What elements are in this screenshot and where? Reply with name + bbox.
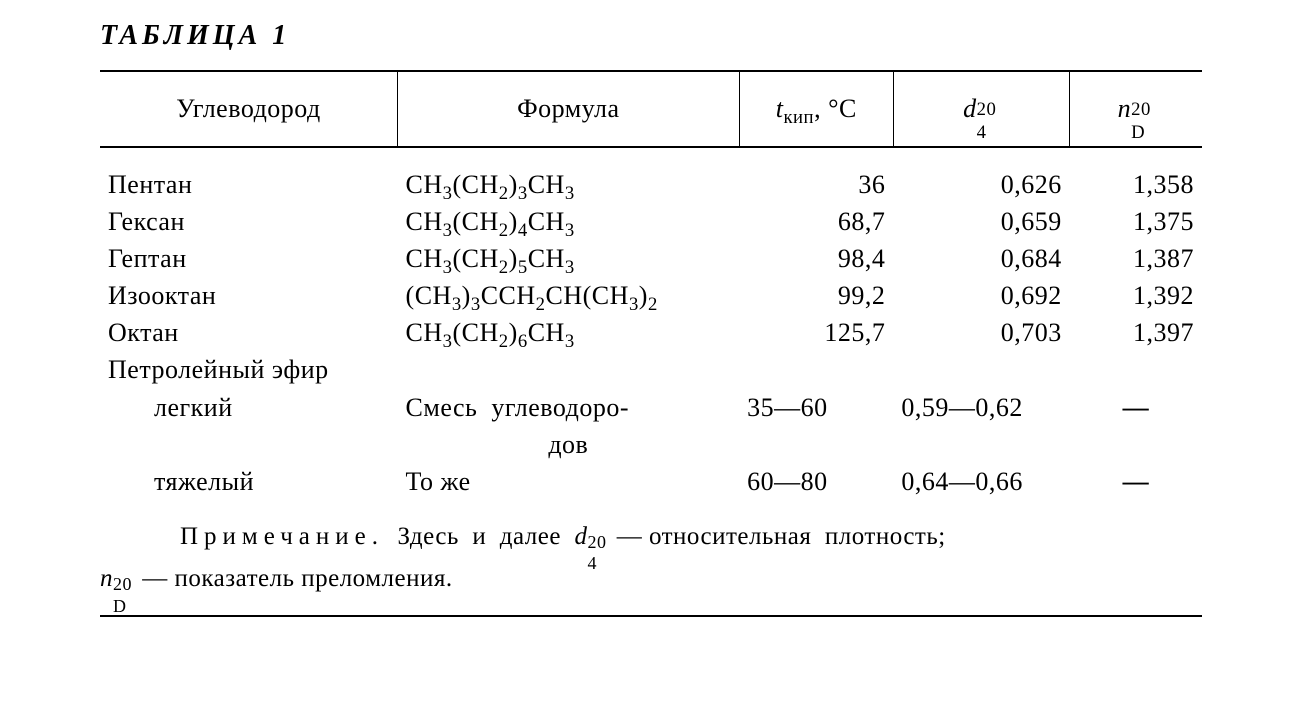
header-t-unit: , °C <box>814 94 857 123</box>
cell-density: 0,703 <box>893 314 1069 351</box>
table-row: ОктанCH3(CH2)6CH3125,70,7031,397 <box>100 314 1202 351</box>
cell-boiling-point: 125,7 <box>739 314 893 351</box>
table-row-continuation: дов <box>100 426 1202 463</box>
col-header-refractive-index: n20D <box>1070 71 1202 147</box>
cell-formula: CH3(CH2)4CH3 <box>398 203 740 240</box>
cell-name: Октан <box>100 314 398 351</box>
header-n-sup: 20 <box>1131 99 1151 121</box>
cell-density: 0,692 <box>893 277 1069 314</box>
header-d-sup: 20 <box>977 99 997 121</box>
col-header-density: d204 <box>893 71 1069 147</box>
cell-formula: CH3(CH2)5CH3 <box>398 240 740 277</box>
note-text-1: Здесь и далее <box>384 523 574 550</box>
cell-boiling-point: 99,2 <box>739 277 893 314</box>
note-lead: Примечание. <box>180 523 384 550</box>
cell-empty <box>100 426 398 463</box>
note-text-3: — показатель преломления. <box>136 565 453 592</box>
cell-name: Гептан <box>100 240 398 277</box>
note-n-sub: D <box>113 591 127 622</box>
cell-refractive-index: 1,392 <box>1070 277 1202 314</box>
table-row: ПентанCH3(CH2)3CH3360,6261,358 <box>100 166 1202 203</box>
table-row: ГексанCH3(CH2)4CH368,70,6591,375 <box>100 203 1202 240</box>
note-text-2: — относительная плотность; <box>610 523 946 550</box>
table-header-row: Углеводород Формула tкип, °C d204 n20D <box>100 71 1202 147</box>
cell-boiling-point: 98,4 <box>739 240 893 277</box>
cell-formula: Смесь углеводоро- <box>398 389 740 426</box>
table-footnote: Примечание. Здесь и далее d204 — относит… <box>100 516 1202 601</box>
cell-boiling-point: 60—80 <box>739 463 893 500</box>
cell-boiling-point: 35—60 <box>739 389 893 426</box>
header-d-symbol: d <box>963 94 977 123</box>
cell-refractive-index: — <box>1070 389 1202 426</box>
cell-density: 0,64—0,66 <box>893 463 1069 500</box>
note-n-symbol: n <box>100 565 113 592</box>
cell-density: 0,59—0,62 <box>893 389 1069 426</box>
cell-refractive-index: 1,358 <box>1070 166 1202 203</box>
header-d-sub: 4 <box>977 122 987 144</box>
table-title: ТАБЛИЦА 1 <box>100 20 1202 52</box>
cell-refractive-index: 1,397 <box>1070 314 1202 351</box>
cell-name: Изооктан <box>100 277 398 314</box>
table-row: легкийСмесь углеводоро-35—600,59—0,62— <box>100 389 1202 426</box>
cell-refractive-index: 1,375 <box>1070 203 1202 240</box>
cell-formula: То же <box>398 463 740 500</box>
table-body: ПентанCH3(CH2)3CH3360,6261,358ГексанCH3(… <box>100 166 1202 500</box>
cell-group-name: Петролейный эфир <box>100 351 1202 388</box>
cell-name: легкий <box>100 389 398 426</box>
col-header-hydrocarbon: Углеводород <box>100 71 398 147</box>
cell-density: 0,684 <box>893 240 1069 277</box>
table-row-group: Петролейный эфир <box>100 351 1202 388</box>
cell-boiling-point: 68,7 <box>739 203 893 240</box>
cell-name: Гексан <box>100 203 398 240</box>
cell-density: 0,626 <box>893 166 1069 203</box>
cell-refractive-index: — <box>1070 463 1202 500</box>
note-d-symbol: d <box>574 523 587 550</box>
table-row: Изооктан(CH3)3CCH2CH(CH3)299,20,6921,392 <box>100 277 1202 314</box>
col-header-boiling-point: tкип, °C <box>739 71 893 147</box>
cell-refractive-index: 1,387 <box>1070 240 1202 277</box>
cell-formula: CH3(CH2)6CH3 <box>398 314 740 351</box>
bottom-rule <box>100 615 1202 617</box>
cell-formula: CH3(CH2)3CH3 <box>398 166 740 203</box>
table-row: тяжелыйТо же60—800,64—0,66— <box>100 463 1202 500</box>
header-n-sub: D <box>1131 122 1145 144</box>
header-t-sub: кип <box>783 107 814 128</box>
cell-density: 0,659 <box>893 203 1069 240</box>
table-row: ГептанCH3(CH2)5CH398,40,6841,387 <box>100 240 1202 277</box>
cell-formula: (CH3)3CCH2CH(CH3)2 <box>398 277 740 314</box>
cell-name: Пентан <box>100 166 398 203</box>
cell-boiling-point: 36 <box>739 166 893 203</box>
col-header-formula: Формула <box>398 71 740 147</box>
note-d-sub: 4 <box>587 548 597 579</box>
data-table: Углеводород Формула tкип, °C d204 n20D П… <box>100 70 1202 500</box>
cell-name: тяжелый <box>100 463 398 500</box>
cell-formula-continuation: дов <box>398 426 740 463</box>
header-n-symbol: n <box>1118 94 1132 123</box>
